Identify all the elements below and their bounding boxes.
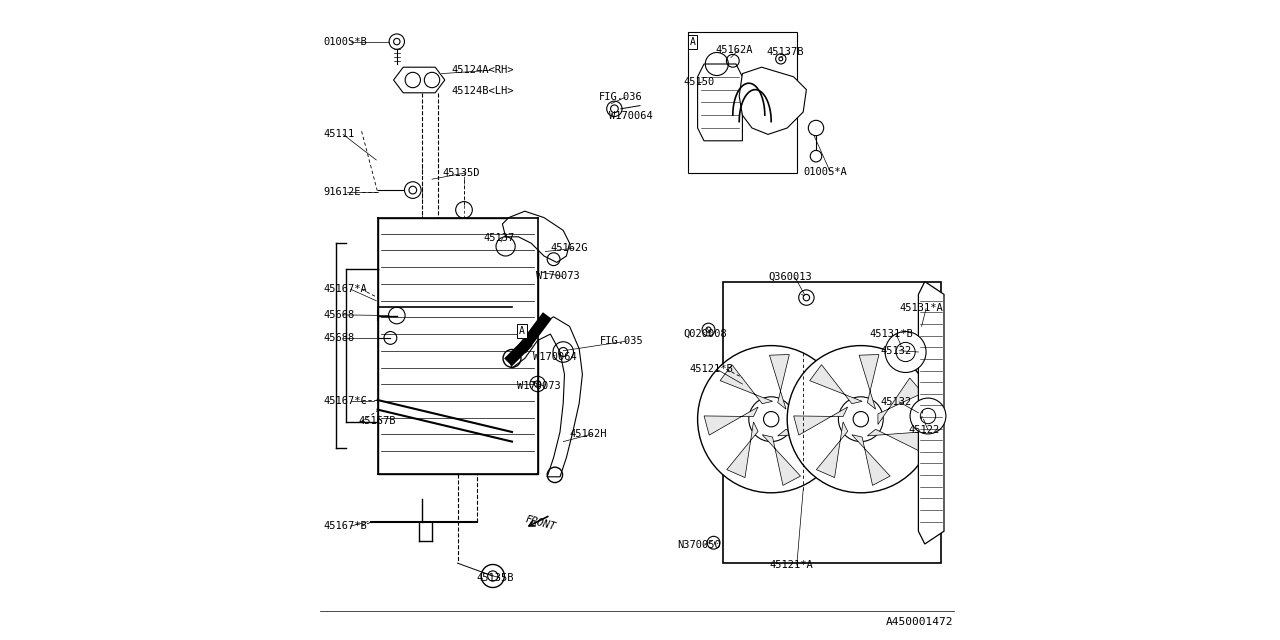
Text: 45111: 45111	[324, 129, 355, 140]
Text: A450001472: A450001472	[886, 617, 954, 627]
Text: FRONT: FRONT	[525, 514, 557, 532]
Circle shape	[698, 346, 845, 493]
Text: 45688: 45688	[324, 333, 355, 343]
Text: W170073: W170073	[536, 271, 580, 282]
Polygon shape	[394, 67, 445, 93]
Polygon shape	[740, 67, 806, 134]
Text: A: A	[690, 36, 695, 47]
Polygon shape	[868, 429, 924, 451]
Circle shape	[886, 332, 927, 372]
Circle shape	[910, 398, 946, 434]
Polygon shape	[878, 378, 923, 424]
Text: 45167*B: 45167*B	[324, 521, 367, 531]
Polygon shape	[919, 282, 945, 544]
Text: 45167*A: 45167*A	[324, 284, 367, 294]
Text: W170073: W170073	[517, 381, 561, 391]
Polygon shape	[788, 378, 833, 424]
Polygon shape	[723, 282, 941, 563]
Text: 45131*A: 45131*A	[900, 303, 943, 314]
Text: 45132: 45132	[881, 346, 911, 356]
Text: Q020008: Q020008	[684, 329, 727, 339]
Bar	[689, 32, 796, 173]
Polygon shape	[778, 429, 835, 451]
Polygon shape	[810, 365, 863, 404]
Text: 45135B: 45135B	[477, 573, 515, 583]
Text: 0100S*B: 0100S*B	[324, 36, 367, 47]
Text: 45135D: 45135D	[443, 168, 480, 178]
Text: FIG.035: FIG.035	[600, 336, 644, 346]
Text: W170064: W170064	[609, 111, 653, 122]
Polygon shape	[817, 422, 847, 477]
Text: 91612E: 91612E	[324, 187, 361, 197]
Text: 45162H: 45162H	[570, 429, 607, 439]
Polygon shape	[508, 317, 582, 477]
Text: 45162A: 45162A	[716, 45, 753, 55]
Text: 45167*C: 45167*C	[324, 396, 367, 406]
Polygon shape	[851, 435, 890, 485]
Polygon shape	[727, 422, 758, 477]
Polygon shape	[704, 407, 758, 435]
Text: 45124A<RH>: 45124A<RH>	[452, 65, 513, 76]
Polygon shape	[794, 407, 847, 435]
Text: 0100S*A: 0100S*A	[804, 166, 847, 177]
Polygon shape	[859, 355, 879, 409]
Text: 45668: 45668	[324, 310, 355, 320]
Text: A: A	[520, 326, 525, 336]
Polygon shape	[378, 218, 538, 474]
Text: 45137B: 45137B	[767, 47, 804, 58]
Text: 45122: 45122	[909, 425, 940, 435]
Text: 45150: 45150	[684, 77, 714, 87]
Text: W170064: W170064	[534, 352, 577, 362]
Text: 45131*B: 45131*B	[869, 329, 913, 339]
Text: 45124B<LH>: 45124B<LH>	[452, 86, 513, 96]
Polygon shape	[698, 64, 742, 141]
Text: 45167B: 45167B	[358, 416, 396, 426]
Text: 45162G: 45162G	[550, 243, 588, 253]
Text: 45132: 45132	[881, 397, 911, 407]
Polygon shape	[769, 355, 790, 409]
Text: 45121*A: 45121*A	[771, 560, 814, 570]
Circle shape	[787, 346, 934, 493]
Polygon shape	[502, 211, 570, 262]
Text: FIG.036: FIG.036	[599, 92, 643, 102]
Polygon shape	[762, 435, 800, 485]
Text: Q360013: Q360013	[768, 272, 812, 282]
Text: 45121*B: 45121*B	[690, 364, 733, 374]
Text: N370050: N370050	[677, 540, 721, 550]
Text: 45137: 45137	[484, 233, 515, 243]
Polygon shape	[721, 365, 773, 404]
